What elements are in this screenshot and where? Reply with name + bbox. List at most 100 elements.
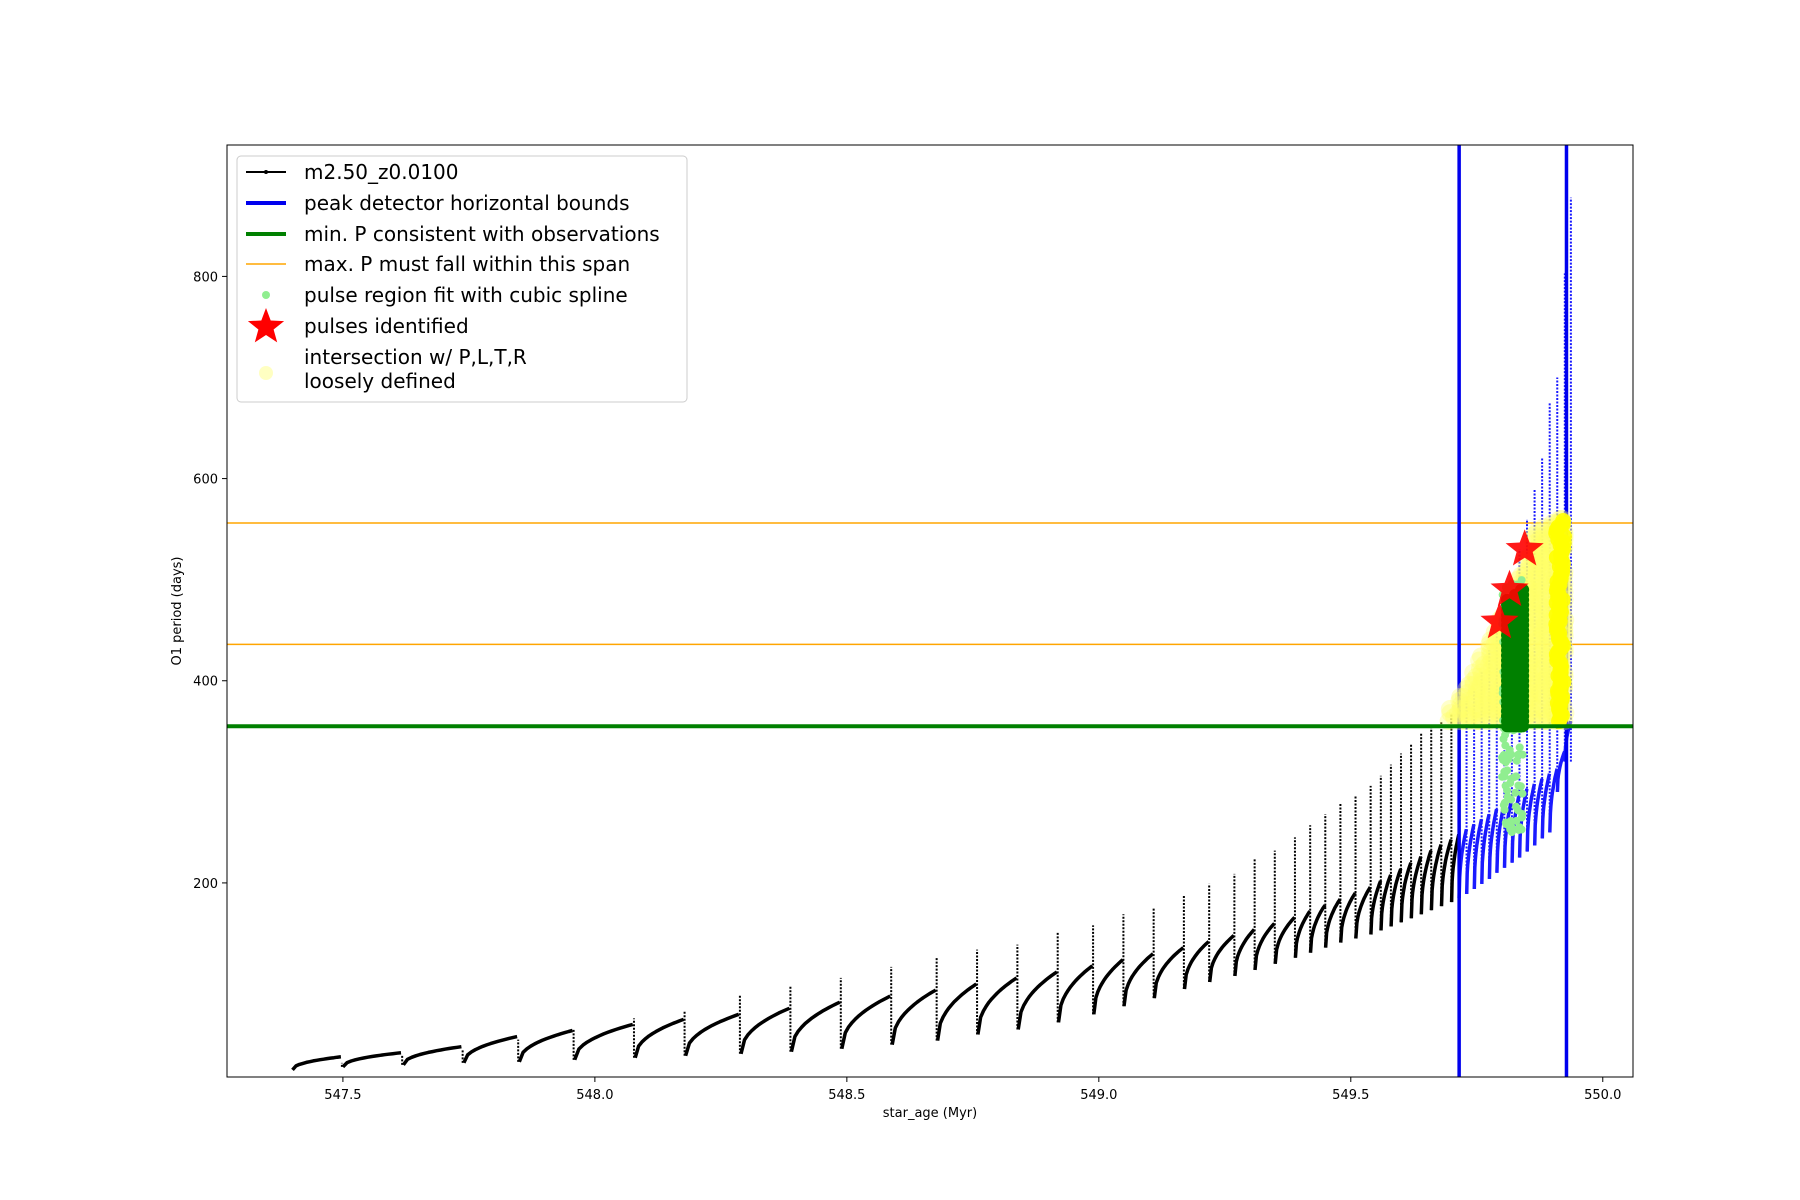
intersection-point [1536, 704, 1555, 723]
intersection-point [1534, 708, 1553, 727]
intersection-point [1533, 651, 1552, 670]
intersection-point [1526, 607, 1545, 626]
intersection-point [1533, 663, 1552, 682]
intersection-point [1531, 558, 1550, 577]
track-cycle [683, 1012, 740, 1057]
intersection-point [1460, 675, 1479, 694]
intersection-point [1466, 696, 1485, 715]
track-cycle [1472, 818, 1484, 890]
intersection-point [1470, 659, 1489, 678]
legend-swatch-spline [262, 291, 270, 299]
intersection-point [1485, 671, 1504, 690]
intersection-point [1535, 562, 1554, 581]
intersection-point [1458, 683, 1477, 702]
y-tick-label: 200 [193, 877, 218, 892]
y-tick-label: 400 [193, 675, 218, 690]
legend-entry-track: m2.50_z0.0100 [246, 160, 459, 184]
intersection-point [1531, 619, 1550, 638]
legend-label-track: m2.50_z0.0100 [304, 160, 459, 184]
intersection-point [1472, 663, 1491, 682]
intersection-point [1534, 546, 1553, 565]
intersection-point [1527, 611, 1546, 630]
track-cycle [1323, 898, 1342, 948]
intersection-point [1528, 522, 1547, 541]
intersection-point [1467, 667, 1486, 686]
intersection-point [1535, 679, 1554, 698]
pulse-star-icon [1480, 602, 1519, 639]
spline-point [1517, 576, 1526, 585]
intersection-point [1481, 647, 1500, 666]
intersection-point [1440, 700, 1459, 719]
pulse-region-group [1501, 583, 1530, 733]
legend-swatch-track-dot [264, 170, 268, 174]
intersection-point [1482, 651, 1501, 670]
intersection-point [1475, 655, 1494, 674]
legend-label-spline: pulse region fit with cubic spline [304, 283, 628, 307]
track-cycle [976, 976, 1018, 1035]
track-cycle [1092, 958, 1124, 1015]
intersection-point [1475, 683, 1494, 702]
intersection-point [1532, 659, 1551, 678]
intersection-point [1535, 655, 1554, 674]
spline-point [1516, 782, 1525, 791]
intersection-point [1485, 655, 1504, 674]
intersection-point [1535, 687, 1554, 706]
intersection-point [1479, 683, 1498, 702]
legend-label-min-period: min. P consistent with observations [304, 222, 660, 246]
intersection-point [1516, 562, 1535, 581]
intersection-point [1465, 704, 1484, 723]
intersection-point [1480, 700, 1499, 719]
legend-entry-min-period: min. P consistent with observations [246, 222, 660, 246]
intersection-point [1530, 683, 1549, 702]
y-axis-ticks: 200 400 600 800 [193, 270, 227, 892]
track-cycle [1379, 874, 1393, 931]
track-cycle [1439, 838, 1453, 907]
spline-point [1507, 795, 1516, 804]
track-cycle [1293, 910, 1312, 958]
intersection-point [1534, 603, 1553, 622]
intersection-point [1526, 679, 1545, 698]
track-cycle [1487, 808, 1499, 879]
track-cycle [517, 1028, 573, 1063]
track-cycle [1532, 778, 1544, 846]
intersection-point [1472, 704, 1491, 723]
intersection-point [1527, 619, 1546, 638]
intersection-point [1525, 647, 1544, 666]
intersection-point [1474, 687, 1493, 706]
intersection-point [1526, 582, 1545, 601]
y-tick-label: 600 [193, 473, 218, 488]
track-cycle [1152, 946, 1185, 999]
intersection-point [1534, 518, 1553, 537]
track-cycle [1464, 823, 1476, 895]
intersection-point [1481, 667, 1500, 686]
pulse-star-icon [1490, 569, 1529, 606]
intersection-point [1472, 667, 1491, 686]
intersection-point [1530, 570, 1549, 589]
intersection-point [1456, 700, 1475, 719]
legend-entry-pulses: pulses identified [247, 308, 469, 343]
intersection-point [1528, 671, 1547, 690]
intersection-point [1531, 627, 1550, 646]
legend-label-max-period: max. P must fall within this span [304, 252, 630, 276]
track-cycle [1056, 964, 1094, 1023]
track-cycle [1502, 798, 1514, 868]
intersection-point [1450, 708, 1469, 727]
intersection-point [1482, 659, 1501, 678]
intersection-point [1528, 615, 1547, 634]
intersection-point [1471, 708, 1490, 727]
intersection-point [1473, 671, 1492, 690]
track-cycle [789, 1000, 841, 1053]
spline-point [1503, 786, 1512, 795]
spline-point [1501, 730, 1510, 739]
legend-box [236, 155, 688, 403]
spline-point [1503, 766, 1512, 775]
track-cycle [462, 1034, 518, 1064]
intersection-point [1532, 631, 1551, 650]
intersection-point [1487, 691, 1506, 710]
track-cycle [1399, 862, 1413, 923]
legend-swatch-pulses-star-icon [247, 308, 285, 343]
intersection-point [1524, 526, 1543, 545]
intersection-point [1471, 700, 1490, 719]
track-cycle [739, 1006, 791, 1055]
x-axis-ticks: 547.5 548.0 548.5 549.0 549.5 550.0 [324, 1077, 1621, 1103]
